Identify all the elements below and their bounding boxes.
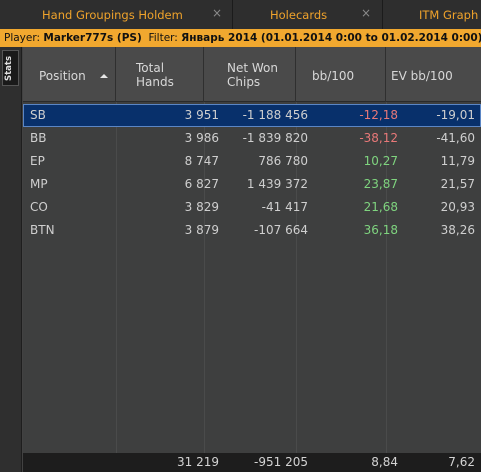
cell-position: BTN bbox=[30, 223, 55, 237]
stats-side-tab[interactable]: Stats bbox=[2, 50, 19, 86]
cell-position: BB bbox=[30, 131, 47, 145]
filter-value: Январь 2014 (01.01.2014 0:00 to 01.02.20… bbox=[181, 32, 481, 44]
cell-ev-bb100: 21,57 bbox=[440, 177, 475, 191]
column-header-label: bb/100 bbox=[312, 69, 355, 83]
table-row[interactable]: MP 6 827 1 439 372 23,87 21,57 bbox=[23, 173, 481, 196]
cell-bb100: 10,27 bbox=[363, 154, 398, 168]
total-hands: 31 219 bbox=[177, 455, 219, 469]
column-header-label: Net Won Chips bbox=[227, 61, 278, 89]
column-header-bb100[interactable]: bb/100 bbox=[296, 47, 386, 102]
cell-total-hands: 3 986 bbox=[184, 131, 219, 145]
tab-holecards[interactable]: Holecards × bbox=[233, 0, 383, 29]
close-icon[interactable]: × bbox=[212, 6, 223, 20]
column-header-position[interactable]: Position bbox=[23, 47, 116, 102]
close-icon[interactable]: × bbox=[361, 6, 372, 20]
filter-label: Filter: bbox=[148, 32, 178, 44]
filter-bar: Player: Marker777s (PS) Filter: Январь 2… bbox=[0, 29, 481, 47]
table-body: SB 3 951 -1 188 456 -12,18 -19,01 BB 3 986 -1 8… bbox=[23, 104, 481, 242]
cell-ev-bb100: -41,60 bbox=[436, 131, 475, 145]
column-header-net-won-chips[interactable]: Net Won Chips bbox=[204, 47, 296, 102]
side-panel-strip: Stats bbox=[0, 47, 22, 472]
cell-ev-bb100: 20,93 bbox=[440, 200, 475, 214]
cell-bb100: -12,18 bbox=[359, 108, 398, 122]
tab-hand-groupings-holdem[interactable]: Hand Groupings Holdem × bbox=[0, 0, 233, 29]
cell-total-hands: 3 829 bbox=[184, 200, 219, 214]
cell-total-hands: 6 827 bbox=[184, 177, 219, 191]
cell-net-won: -107 664 bbox=[254, 223, 308, 237]
total-ev-bb100: 7,62 bbox=[448, 455, 475, 469]
table-row[interactable]: CO 3 829 -41 417 21,68 20,93 bbox=[23, 196, 481, 219]
cell-total-hands: 3 879 bbox=[184, 223, 219, 237]
cell-ev-bb100: 11,79 bbox=[440, 154, 475, 168]
column-divider bbox=[204, 102, 205, 453]
tab-label: Holecards bbox=[270, 8, 328, 22]
column-header-ev-bb100[interactable]: EV bb/100 bbox=[386, 47, 481, 102]
cell-net-won: -1 188 456 bbox=[242, 108, 308, 122]
column-divider bbox=[116, 102, 117, 453]
total-net-won: -951 205 bbox=[254, 455, 308, 469]
cell-bb100: 36,18 bbox=[363, 223, 398, 237]
tab-label: Hand Groupings Holdem bbox=[42, 8, 183, 22]
tab-itm-graph[interactable]: ITM Graph bbox=[383, 0, 481, 29]
cell-bb100: 21,68 bbox=[363, 200, 398, 214]
tab-label: ITM Graph bbox=[419, 8, 479, 22]
cell-ev-bb100: 38,26 bbox=[440, 223, 475, 237]
stats-side-tab-label: Stats bbox=[4, 55, 14, 81]
tab-bar: Hand Groupings Holdem × Holecards × ITM … bbox=[0, 0, 481, 29]
player-name: Marker777s (PS) bbox=[43, 32, 142, 44]
table-row[interactable]: SB 3 951 -1 188 456 -12,18 -19,01 bbox=[23, 104, 481, 127]
cell-net-won: 1 439 372 bbox=[246, 177, 308, 191]
column-header-total-hands[interactable]: Total Hands bbox=[116, 47, 204, 102]
cell-net-won: -41 417 bbox=[261, 200, 308, 214]
table-row[interactable]: BB 3 986 -1 839 820 -38,12 -41,60 bbox=[23, 127, 481, 150]
table-totals-row: 31 219 -951 205 8,84 7,62 bbox=[23, 453, 481, 472]
cell-net-won: 786 780 bbox=[258, 154, 308, 168]
cell-ev-bb100: -19,01 bbox=[436, 108, 475, 122]
sort-ascending-icon bbox=[100, 74, 108, 78]
table-header: Position Total Hands Net Won Chips bb/100 … bbox=[23, 47, 481, 102]
cell-net-won: -1 839 820 bbox=[242, 131, 308, 145]
cell-total-hands: 8 747 bbox=[184, 154, 219, 168]
cell-position: MP bbox=[30, 177, 48, 191]
column-header-label: Position bbox=[39, 69, 86, 83]
table-row[interactable]: EP 8 747 786 780 10,27 11,79 bbox=[23, 150, 481, 173]
player-label: Player: bbox=[4, 32, 41, 44]
table-row[interactable]: BTN 3 879 -107 664 36,18 38,26 bbox=[23, 219, 481, 242]
total-bb100: 8,84 bbox=[371, 455, 398, 469]
cell-bb100: -38,12 bbox=[359, 131, 398, 145]
cell-bb100: 23,87 bbox=[363, 177, 398, 191]
column-header-label: EV bb/100 bbox=[391, 69, 453, 83]
cell-position: CO bbox=[30, 200, 48, 214]
column-header-label: Total Hands bbox=[136, 61, 174, 89]
cell-position: EP bbox=[30, 154, 45, 168]
cell-total-hands: 3 951 bbox=[184, 108, 219, 122]
stats-table: Position Total Hands Net Won Chips bb/100 … bbox=[23, 47, 481, 472]
cell-position: SB bbox=[30, 108, 46, 122]
column-divider bbox=[296, 102, 297, 453]
column-divider bbox=[386, 102, 387, 453]
